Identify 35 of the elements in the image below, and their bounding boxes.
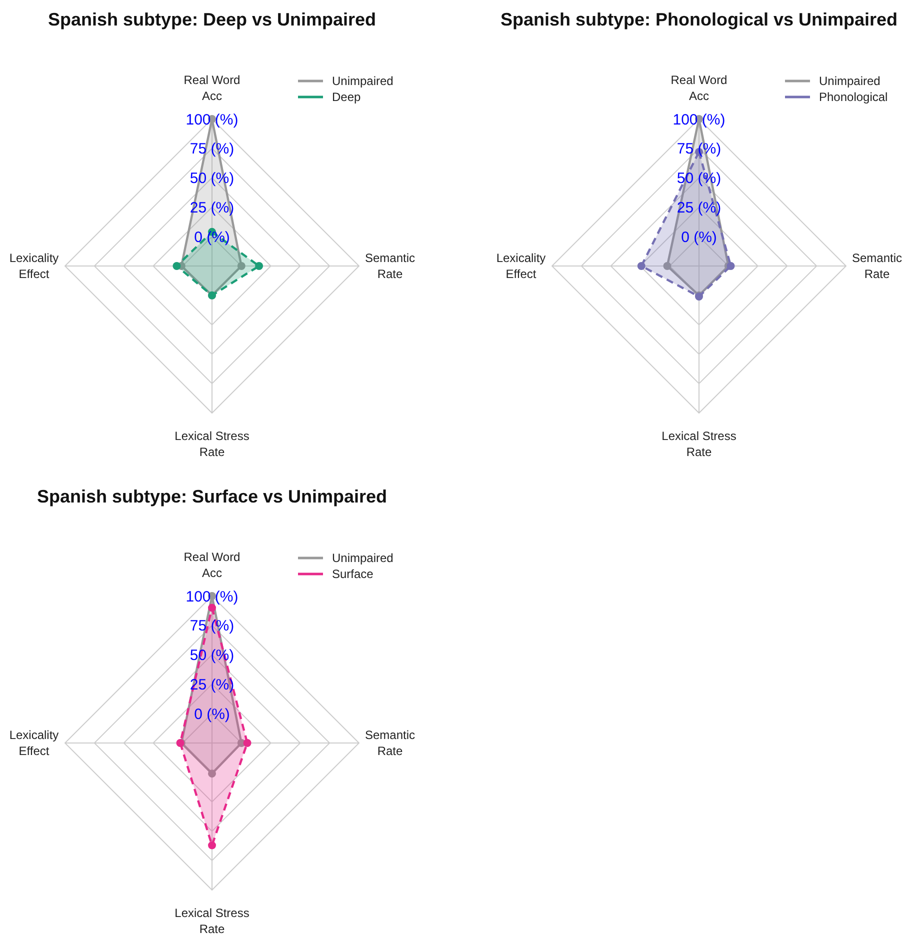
legend-label: Unimpaired <box>332 551 394 566</box>
spoke-label: Semantic Rate <box>364 251 416 281</box>
y-tick-label: 25 (%) <box>676 199 722 216</box>
y-tick-label: 100 (%) <box>186 111 238 128</box>
y-tick-label: 0 (%) <box>681 228 717 246</box>
legend-label: Unimpaired <box>819 74 880 88</box>
y-tick-label: 50 (%) <box>190 170 234 188</box>
legend-label: Deep <box>332 90 362 104</box>
spoke-label: Real Word Acc <box>670 73 728 103</box>
spoke-label: Real Word Acc <box>184 550 240 580</box>
spoke-label: Semantic Rate <box>364 728 416 758</box>
spoke-label: Lexical Stress Rate <box>662 429 736 459</box>
y-tick-label: 100 (%) <box>672 111 726 128</box>
y-tick-label: 50 (%) <box>190 647 234 664</box>
spoke-label: Lexical Stress Rate <box>174 906 250 935</box>
y-tick-label: 100 (%) <box>186 588 238 606</box>
y-tick-label: 75 (%) <box>190 140 234 158</box>
spoke-label: Real Word Acc <box>184 73 240 103</box>
y-tick-label: 50 (%) <box>676 170 722 188</box>
legend-label: Phonological <box>819 90 888 104</box>
y-tick-label: 0 (%) <box>194 706 230 723</box>
spoke-label: Lexicality Effect <box>9 728 59 758</box>
y-tick-label: 25 (%) <box>190 676 234 694</box>
spoke-label: Lexicality Effect <box>496 251 546 281</box>
chart-title: Spanish subtype: Deep vs Unimpaired <box>48 9 376 30</box>
chart-title: Spanish subtype: Surface vs Unimpaired <box>36 486 388 506</box>
y-tick-label: 75 (%) <box>190 618 234 635</box>
legend-label: Surface <box>332 567 374 582</box>
legend-label: Unimpaired <box>332 74 394 88</box>
spoke-label: Lexical Stress Rate <box>174 429 250 459</box>
y-tick-label: 25 (%) <box>190 199 234 216</box>
y-tick-label: 75 (%) <box>676 140 722 158</box>
chart-title: Spanish subtype: Phonological vs Unimpaired <box>500 9 898 30</box>
spoke-label: Semantic Rate <box>852 251 902 281</box>
spoke-label: Lexicality Effect <box>9 251 59 281</box>
